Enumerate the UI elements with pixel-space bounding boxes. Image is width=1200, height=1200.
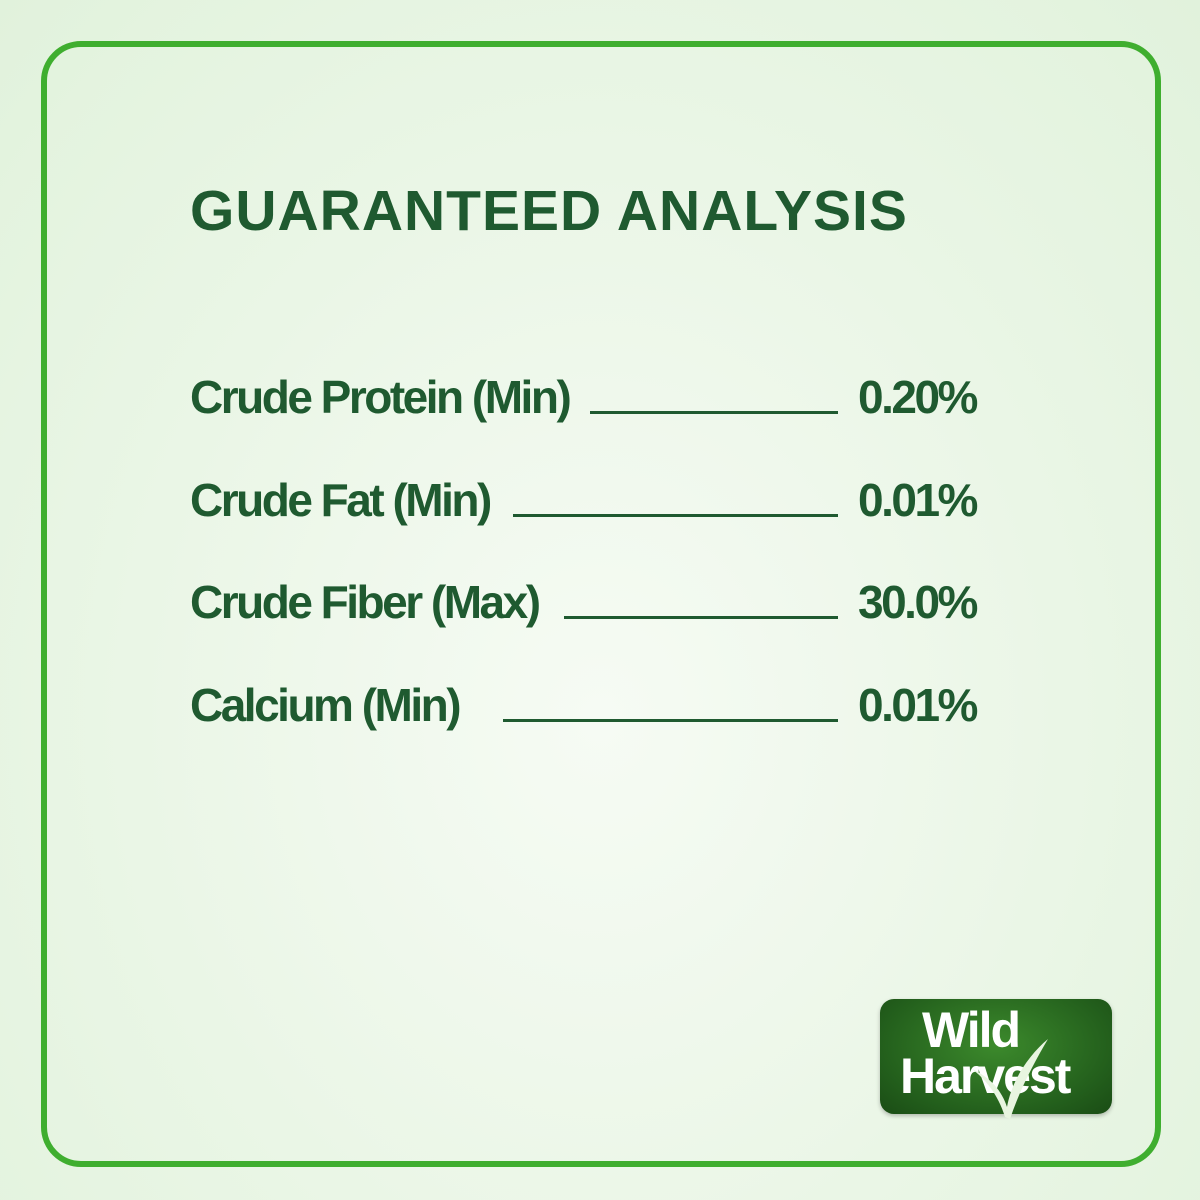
- leader-line: [513, 514, 838, 517]
- analysis-row: Crude Protein (Min) 0.20%: [190, 360, 990, 420]
- row-value: 0.20%: [858, 371, 978, 423]
- page-title: GUARANTEED ANALYSIS: [190, 179, 908, 243]
- leaf-icon: [972, 1039, 1048, 1119]
- row-label: Crude Fat (Min): [190, 474, 492, 526]
- analysis-row: Calcium (Min) 0.01%: [190, 668, 990, 728]
- logo-line2: Harvest: [900, 1048, 1071, 1104]
- row-value: 0.01%: [858, 474, 978, 526]
- wild-harvest-logo: Wild Harvest: [880, 999, 1112, 1119]
- leader-line: [564, 616, 838, 619]
- row-label: Calcium (Min): [190, 679, 462, 731]
- green-border-frame: [41, 41, 1161, 1167]
- logo-line1: Wild: [922, 1002, 1021, 1058]
- row-label: Crude Protein (Min): [190, 371, 572, 423]
- leader-line: [503, 719, 838, 722]
- row-label: Crude Fiber (Max): [190, 576, 541, 628]
- analysis-row: Crude Fat (Min) 0.01%: [190, 463, 990, 523]
- row-value: 0.01%: [858, 679, 978, 731]
- analysis-row: Crude Fiber (Max) 30.0%: [190, 565, 990, 625]
- row-value: 30.0%: [858, 576, 978, 628]
- leader-line: [590, 411, 838, 414]
